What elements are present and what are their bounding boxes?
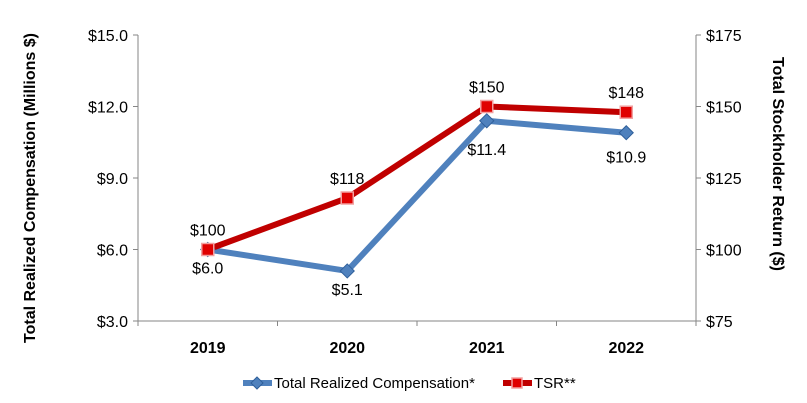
left-tick-label: $9.0 (97, 171, 128, 188)
compensation-point (479, 113, 495, 129)
tsr-point (201, 242, 215, 257)
right-tick-label: $150 (706, 100, 742, 117)
left-tick-label: $6.0 (97, 243, 128, 260)
legend-tsr-label: TSR** (534, 375, 576, 392)
compensation-data-label: $6.0 (192, 261, 223, 278)
tsr-point (619, 105, 633, 119)
right-tick-label: $100 (706, 243, 742, 260)
tsr-data-label: $148 (608, 85, 644, 102)
left-tick-label: $12.0 (88, 100, 128, 117)
legend-compensation-label: Total Realized Compensation* (274, 375, 475, 392)
tsr-point (340, 191, 354, 205)
legend: Total Realized Compensation* TSR** (243, 375, 576, 392)
compensation-data-label: $5.1 (332, 282, 363, 299)
compensation-point (339, 263, 355, 279)
compensation-data-label: $10.9 (606, 150, 646, 167)
tsr-data-label: $100 (190, 223, 226, 240)
left-tick-label: $15.0 (88, 28, 128, 45)
tsr-point (480, 99, 494, 114)
left-tick-label: $3.0 (97, 314, 128, 331)
right-tick-label: $75 (706, 314, 733, 331)
right-axis-title: Total Stockholder Return ($) (769, 57, 786, 271)
legend-tsr-marker (511, 377, 523, 389)
compensation-data-label: $11.4 (467, 142, 506, 159)
left-axis-title: Total Realized Compensation (Millions $) (22, 33, 39, 343)
tsr-line (204, 103, 630, 253)
compensation-line (204, 117, 630, 274)
tsr-data-label: $118 (330, 171, 365, 188)
x-tick-label: 2019 (190, 340, 226, 357)
right-tick-label: $125 (706, 171, 742, 188)
x-tick-label: 2020 (329, 340, 365, 357)
axes: $3.0 $6.0 $9.0 $12.0 $15.0 $75 $100 $125 $150 $17… (88, 28, 742, 357)
data-labels: $6.0 $5.1 $11.4 $10.9 $100 $118 $150 $148 (190, 80, 646, 299)
right-tick-label: $175 (706, 28, 742, 45)
x-tick-label: 2022 (608, 340, 644, 357)
tsr-data-label: $150 (469, 80, 505, 97)
series-layer (200, 99, 634, 279)
legend-compensation-marker (250, 376, 264, 390)
x-tick-label: 2021 (469, 340, 505, 357)
compensation-point (618, 125, 634, 141)
